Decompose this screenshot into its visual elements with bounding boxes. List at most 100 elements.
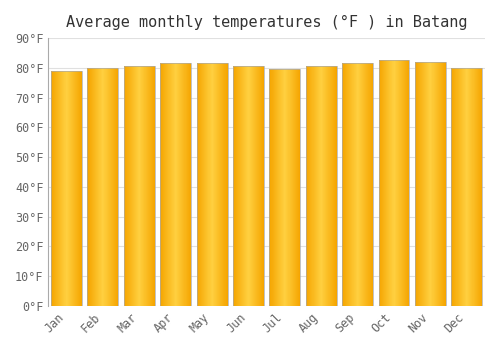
Bar (403, 61, 404, 306)
Bar (475, 68, 476, 306)
Bar (351, 63, 352, 306)
Bar (259, 66, 260, 306)
Bar (382, 61, 383, 306)
Bar (456, 68, 457, 306)
Bar (172, 63, 173, 306)
Bar (438, 62, 439, 306)
Bar (452, 68, 482, 306)
Bar (225, 63, 226, 306)
Bar (384, 61, 385, 306)
Bar (270, 69, 300, 306)
Bar (108, 68, 109, 306)
Bar (357, 63, 358, 306)
Bar (415, 62, 446, 306)
Bar (124, 66, 155, 306)
Bar (458, 68, 459, 306)
Bar (273, 69, 274, 306)
Bar (409, 61, 410, 306)
Bar (432, 62, 433, 306)
Bar (186, 63, 187, 306)
Bar (397, 61, 398, 306)
Bar (457, 68, 458, 306)
Bar (272, 69, 273, 306)
Bar (224, 63, 225, 306)
Bar (100, 68, 101, 306)
Bar (165, 63, 166, 306)
Bar (372, 63, 373, 306)
Bar (470, 68, 471, 306)
Bar (52, 71, 53, 306)
Bar (480, 68, 481, 306)
Bar (253, 66, 254, 306)
Bar (204, 63, 205, 306)
Bar (468, 68, 469, 306)
Bar (58, 71, 59, 306)
Bar (107, 68, 108, 306)
Bar (205, 63, 206, 306)
Bar (55, 71, 56, 306)
Bar (220, 63, 221, 306)
Bar (473, 68, 474, 306)
Bar (378, 61, 379, 306)
Bar (441, 62, 442, 306)
Bar (227, 63, 228, 306)
Bar (355, 63, 356, 306)
Bar (312, 66, 313, 306)
Bar (125, 66, 126, 306)
Bar (69, 71, 70, 306)
Bar (378, 61, 410, 306)
Bar (197, 63, 198, 306)
Bar (474, 68, 475, 306)
Bar (437, 62, 438, 306)
Bar (334, 66, 335, 306)
Bar (342, 63, 373, 306)
Bar (298, 69, 299, 306)
Bar (135, 66, 136, 306)
Bar (345, 63, 346, 306)
Bar (286, 69, 287, 306)
Bar (138, 66, 139, 306)
Bar (245, 66, 246, 306)
Bar (70, 71, 71, 306)
Bar (196, 63, 197, 306)
Bar (215, 63, 216, 306)
Bar (290, 69, 291, 306)
Bar (187, 63, 188, 306)
Bar (349, 63, 350, 306)
Bar (68, 71, 69, 306)
Bar (241, 66, 242, 306)
Bar (239, 66, 240, 306)
Bar (89, 68, 90, 306)
Bar (127, 66, 128, 306)
Bar (424, 62, 426, 306)
Bar (276, 69, 277, 306)
Bar (440, 62, 441, 306)
Bar (399, 61, 400, 306)
Bar (455, 68, 456, 306)
Bar (356, 63, 357, 306)
Bar (161, 63, 162, 306)
Bar (104, 68, 105, 306)
Bar (366, 63, 367, 306)
Bar (390, 61, 391, 306)
Bar (196, 63, 228, 306)
Bar (453, 68, 454, 306)
Bar (313, 66, 314, 306)
Bar (129, 66, 130, 306)
Bar (139, 66, 140, 306)
Bar (436, 62, 437, 306)
Bar (346, 63, 347, 306)
Bar (163, 63, 164, 306)
Bar (166, 63, 167, 306)
Bar (317, 66, 318, 306)
Bar (309, 66, 310, 306)
Bar (236, 66, 237, 306)
Bar (130, 66, 131, 306)
Bar (371, 63, 372, 306)
Bar (353, 63, 354, 306)
Bar (469, 68, 470, 306)
Bar (434, 62, 435, 306)
Bar (185, 63, 186, 306)
Bar (388, 61, 389, 306)
Bar (54, 71, 55, 306)
